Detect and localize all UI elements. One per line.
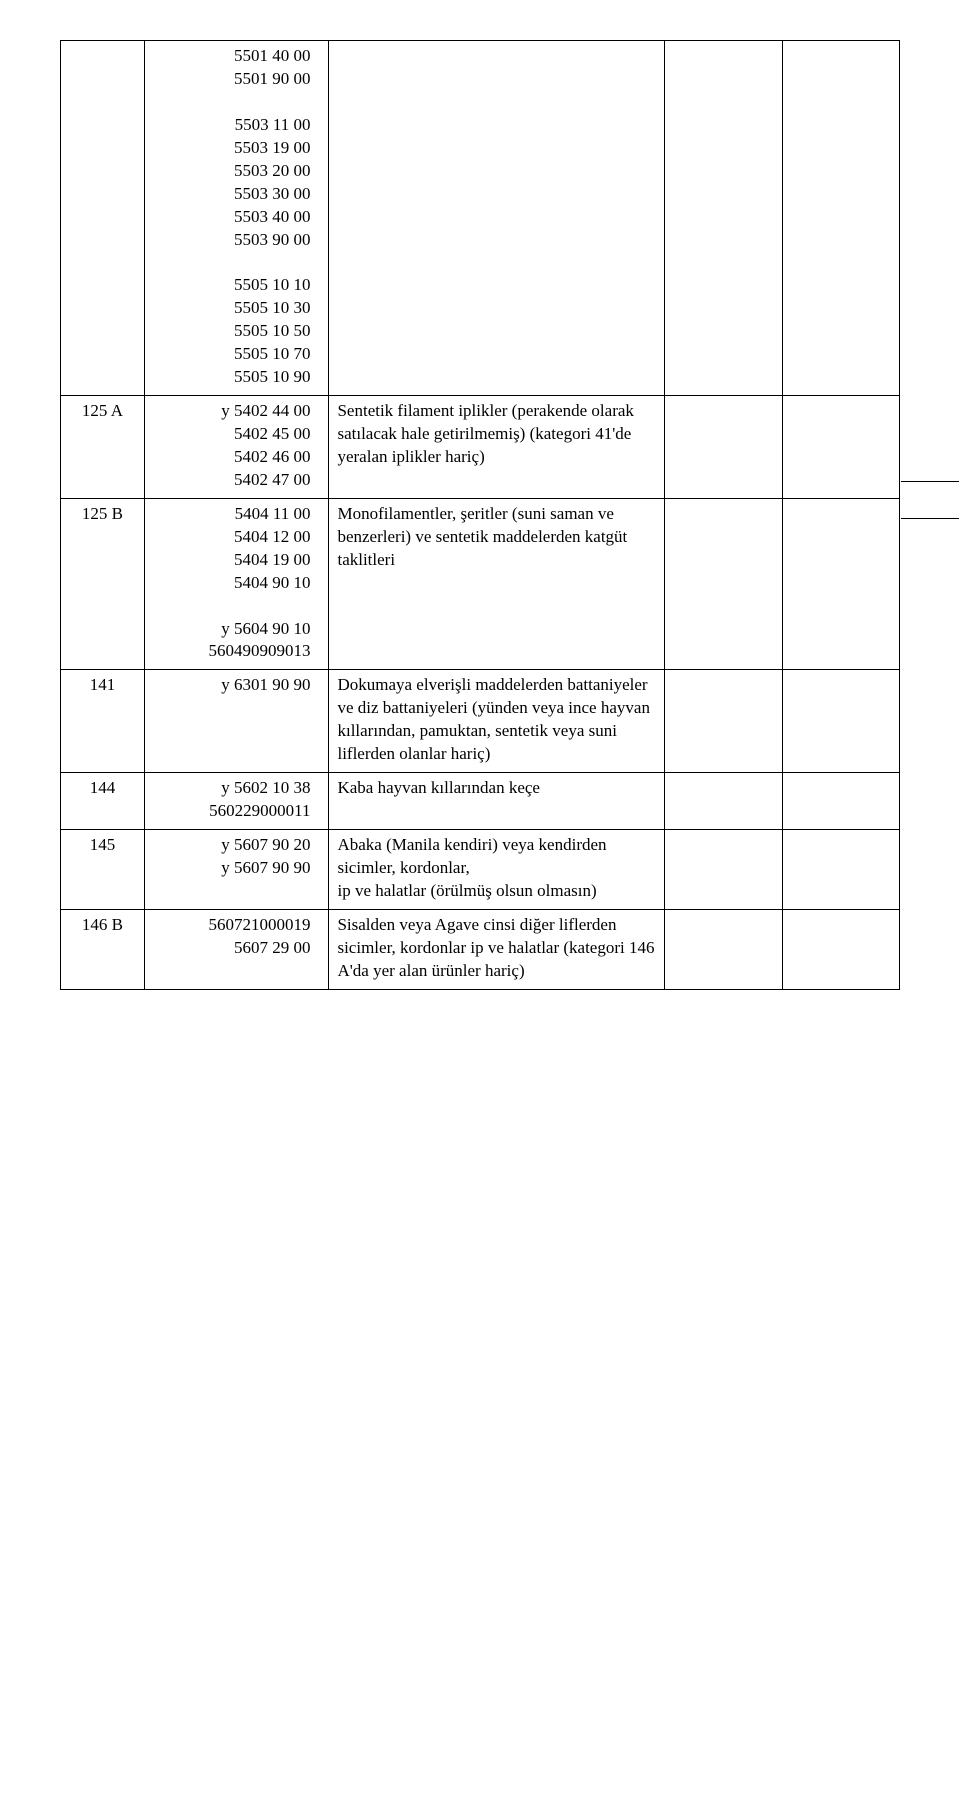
row-codes: y 5602 10 38 560229000011	[144, 773, 329, 830]
row-codes: 5404 11 00 5404 12 00 5404 19 00 5404 90…	[144, 498, 329, 670]
row-id-text: 125 B	[82, 504, 123, 523]
table-row: 125 B 5404 11 00 5404 12 00 5404 19 00 5…	[61, 498, 900, 670]
codes-text: 5404 11 00 5404 12 00 5404 19 00 5404 90…	[153, 503, 321, 664]
table-row: 125 A y 5402 44 00 5402 45 00 5402 46 00…	[61, 396, 900, 499]
row-desc	[329, 41, 665, 396]
row-empty-e	[782, 396, 899, 499]
codes-text: y 6301 90 90	[153, 674, 321, 697]
row-empty-e	[782, 830, 899, 910]
row-empty-e	[782, 909, 899, 989]
row-id: 125 A	[61, 396, 145, 499]
row-id: 141	[61, 670, 145, 773]
row-desc: Sisalden veya Agave cinsi diğer liflerde…	[329, 909, 665, 989]
row-id-text: 141	[90, 675, 116, 694]
table-row: 141 y 6301 90 90 Dokumaya elverişli madd…	[61, 670, 900, 773]
row-empty-e	[782, 41, 899, 396]
tariff-table: 5501 40 00 5501 90 00 5503 11 00 5503 19…	[60, 40, 900, 990]
row-codes: y 6301 90 90	[144, 670, 329, 773]
row-codes: 560721000019 5607 29 00	[144, 909, 329, 989]
codes-text: y 5402 44 00 5402 45 00 5402 46 00 5402 …	[153, 400, 321, 492]
table-row: 5501 40 00 5501 90 00 5503 11 00 5503 19…	[61, 41, 900, 396]
row-id-text: 146 B	[82, 915, 123, 934]
row-id: 144	[61, 773, 145, 830]
row-id: 145	[61, 830, 145, 910]
row-empty-d	[665, 773, 782, 830]
table-row: 144 y 5602 10 38 560229000011 Kaba hayva…	[61, 773, 900, 830]
row-empty-d	[665, 41, 782, 396]
desc-text: Dokumaya elverişli maddelerden battaniye…	[337, 675, 649, 763]
row-id-text: 144	[90, 778, 116, 797]
table-row: 146 B 560721000019 5607 29 00 Sisalden v…	[61, 909, 900, 989]
table-row: 145 y 5607 90 20 y 5607 90 90 Abaka (Man…	[61, 830, 900, 910]
row-codes: y 5402 44 00 5402 45 00 5402 46 00 5402 …	[144, 396, 329, 499]
row-id: 146 B	[61, 909, 145, 989]
row-empty-d	[665, 396, 782, 499]
row-empty-d	[665, 909, 782, 989]
desc-text: Abaka (Manila kendiri) veya kendirden si…	[337, 835, 606, 900]
row-id-text: 125 A	[82, 401, 123, 420]
row-id-text: 145	[90, 835, 116, 854]
row-empty-d	[665, 830, 782, 910]
desc-text: Monofilamentler, şeritler (suni saman ve…	[337, 504, 627, 569]
row-desc: Abaka (Manila kendiri) veya kendirden si…	[329, 830, 665, 910]
desc-text: Kaba hayvan kıllarından keçe	[337, 778, 540, 797]
row-empty-e	[782, 498, 899, 670]
row-empty-d	[665, 498, 782, 670]
codes-text: y 5602 10 38 560229000011	[153, 777, 321, 823]
row-empty-e	[782, 670, 899, 773]
row-empty-d	[665, 670, 782, 773]
row-codes: 5501 40 00 5501 90 00 5503 11 00 5503 19…	[144, 41, 329, 396]
row-desc: Dokumaya elverişli maddelerden battaniye…	[329, 670, 665, 773]
codes-text: 5501 40 00 5501 90 00 5503 11 00 5503 19…	[153, 45, 321, 389]
row-desc: Monofilamentler, şeritler (suni saman ve…	[329, 498, 665, 670]
desc-text: Sentetik filament iplikler (perakende ol…	[337, 401, 633, 466]
row-id	[61, 41, 145, 396]
row-desc: Kaba hayvan kıllarından keçe	[329, 773, 665, 830]
row-desc: Sentetik filament iplikler (perakende ol…	[329, 396, 665, 499]
codes-text: y 5607 90 20 y 5607 90 90	[153, 834, 321, 880]
stray-border-fragment	[901, 481, 959, 519]
row-codes: y 5607 90 20 y 5607 90 90	[144, 830, 329, 910]
row-id: 125 B	[61, 498, 145, 670]
codes-text: 560721000019 5607 29 00	[153, 914, 321, 960]
row-empty-e	[782, 773, 899, 830]
desc-text: Sisalden veya Agave cinsi diğer liflerde…	[337, 915, 654, 980]
